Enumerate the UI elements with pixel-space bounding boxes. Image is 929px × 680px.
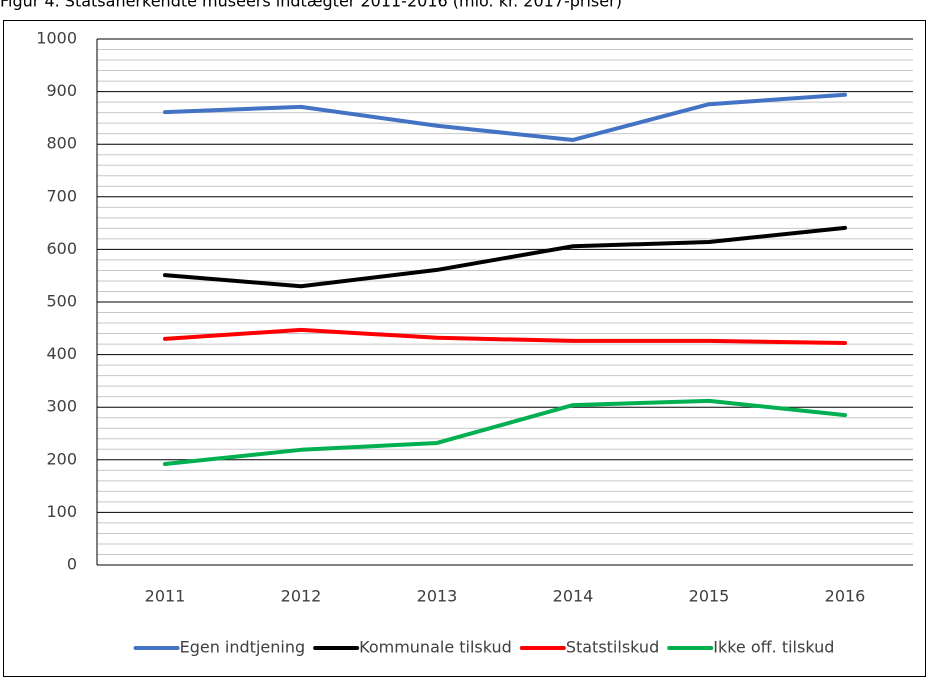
x-tick-label: 2016: [825, 587, 866, 606]
y-tick-label: 600: [46, 239, 77, 258]
x-tick-label: 2015: [689, 587, 730, 606]
x-tick-label: 2014: [553, 587, 594, 606]
legend-label: Egen indtjening: [180, 638, 306, 657]
y-tick-label: 400: [46, 344, 77, 363]
y-tick-label: 1000: [36, 29, 77, 48]
y-tick-label: 0: [67, 555, 77, 574]
chart-border: [3, 20, 926, 677]
data-line: [163, 92, 847, 142]
y-tick-label: 700: [46, 186, 77, 205]
y-tick-label: 100: [46, 502, 77, 521]
legend-label: Kommunale tilskud: [359, 638, 512, 657]
data-line: [163, 225, 847, 289]
x-tick-label: 2011: [145, 587, 186, 606]
y-tick-label: 300: [46, 397, 77, 416]
chart-title: Figur 4. Statsanerkendte museers indtægt…: [0, 0, 622, 11]
x-tick-label: 2013: [417, 587, 458, 606]
y-tick-label: 800: [46, 134, 77, 153]
y-tick-label: 200: [46, 449, 77, 468]
y-tick-label: 500: [46, 292, 77, 311]
data-line: [163, 398, 847, 467]
legend-label: Statstilskud: [566, 638, 659, 657]
y-tick-label: 900: [46, 81, 77, 100]
x-tick-label: 2012: [281, 587, 322, 606]
legend-label: Ikke off. tilskud: [713, 638, 834, 657]
data-line: [163, 327, 847, 346]
